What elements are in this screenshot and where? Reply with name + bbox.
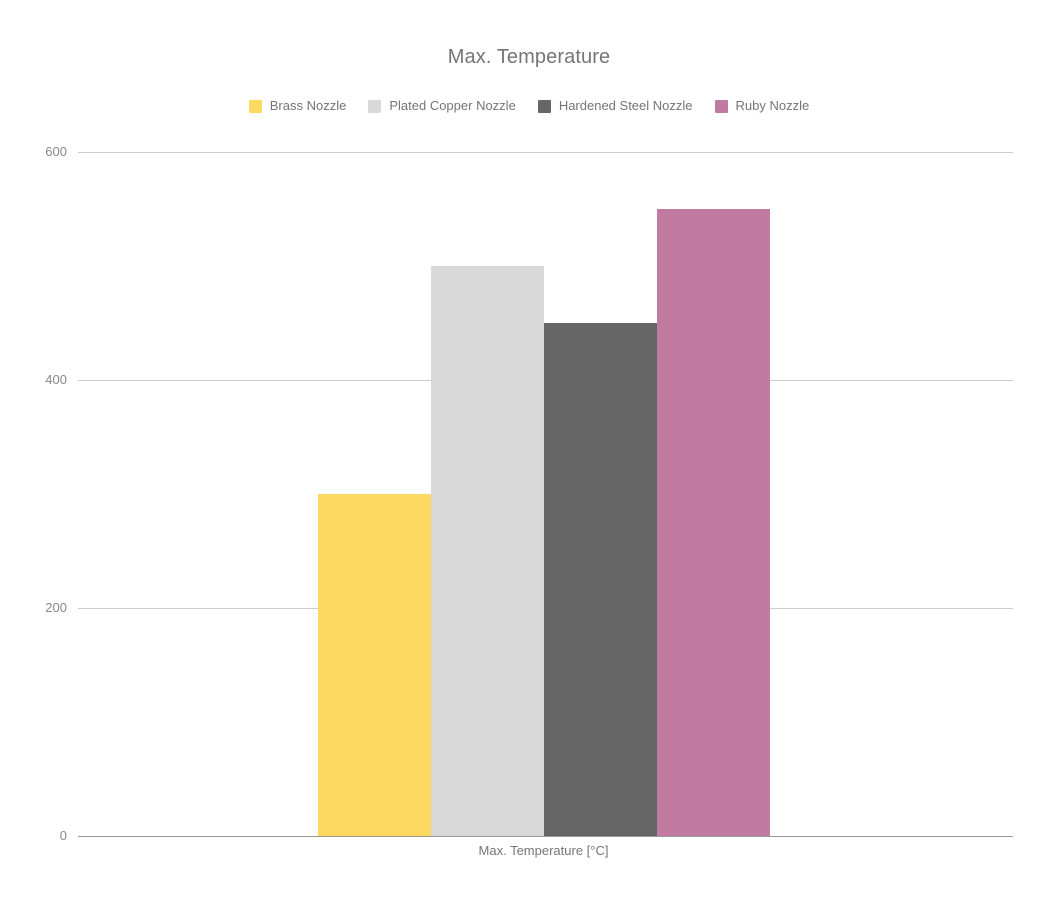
legend-item[interactable]: Brass Nozzle — [248, 98, 347, 114]
legend-item-label: Brass Nozzle — [269, 98, 347, 113]
legend-swatch-icon — [368, 99, 382, 113]
legend-item-label: Ruby Nozzle — [735, 98, 810, 113]
bar[interactable] — [318, 494, 431, 836]
legend-item[interactable]: Ruby Nozzle — [714, 98, 810, 114]
x-axis-label: Max. Temperature [°C] — [478, 843, 609, 858]
legend-item[interactable]: Plated Copper Nozzle — [368, 98, 516, 114]
legend-swatch-icon — [248, 99, 262, 113]
legend-swatch-icon — [714, 99, 728, 113]
chart-title: Max. Temperature — [447, 46, 611, 68]
bars — [78, 152, 1013, 836]
bar[interactable] — [657, 209, 770, 836]
plot-area: 0 200 400 600 — [45, 145, 1013, 843]
y-axis-tick-label: 200 — [45, 600, 67, 615]
legend-swatch-icon — [537, 99, 551, 113]
chart-legend: Brass Nozzle Plated Copper Nozzle Hardened… — [0, 98, 1058, 114]
axis-baseline — [78, 836, 1013, 837]
legend-item-label: Hardened Steel Nozzle — [558, 98, 693, 113]
y-axis-tick-label: 600 — [45, 144, 67, 159]
gridline — [78, 152, 1013, 153]
bar[interactable] — [431, 266, 544, 836]
legend-item-label: Plated Copper Nozzle — [389, 98, 516, 113]
y-axis-tick-label: 0 — [59, 828, 67, 843]
legend-item[interactable]: Hardened Steel Nozzle — [537, 98, 693, 114]
y-axis-tick-label: 400 — [45, 372, 67, 387]
bar[interactable] — [544, 323, 657, 836]
